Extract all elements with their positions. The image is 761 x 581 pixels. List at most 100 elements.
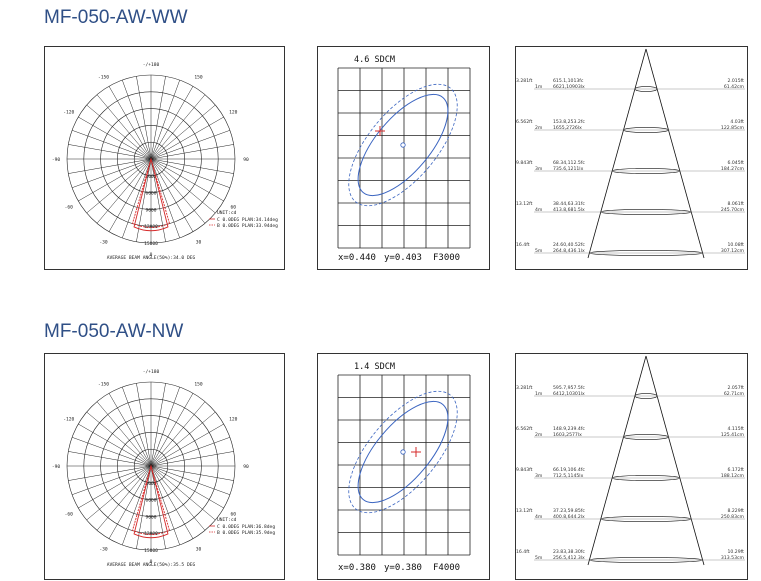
cone-edge xyxy=(645,355,705,566)
sdcm-label: 1.4 SDCM xyxy=(354,362,395,372)
intensity-curve xyxy=(131,464,171,535)
beam-diameter-cm: 125.41cm xyxy=(721,432,745,438)
intensity-curve xyxy=(131,157,171,228)
polar-spoke xyxy=(150,465,231,495)
polar-footer: AVERAGE BEAM ANGLE(50%):35.5 DEG xyxy=(107,562,196,568)
polar-radial-label: 9000 xyxy=(145,514,156,520)
polar-spoke xyxy=(136,465,152,549)
cone-edge xyxy=(645,48,705,259)
macadam-ellipse xyxy=(357,93,449,197)
polar-radial-label: 9000 xyxy=(145,207,156,213)
polar-spoke xyxy=(150,158,180,239)
polar-spoke xyxy=(96,401,152,467)
illuminance-fc: 38.44,63.31fc xyxy=(553,201,585,207)
measured-point-marker xyxy=(375,126,385,136)
beam-cone-panel: 3.281ft 1m 615.1,1013fc 6621,10903lx 2.015ft… xyxy=(515,46,748,270)
ellipse-center xyxy=(400,449,406,455)
beam-diameter-ft: 10.08ft xyxy=(728,242,745,248)
distance-ft: 3.281ft xyxy=(516,78,533,84)
polar-spoke xyxy=(78,465,152,509)
polar-spoke xyxy=(150,423,224,467)
polar-radial-label: 6000 xyxy=(145,498,156,504)
macadam-ellipse-outer xyxy=(348,83,458,207)
polar-spoke xyxy=(71,130,152,160)
cct-label: F3000 xyxy=(433,253,460,263)
polar-angle-label: 30 xyxy=(196,239,202,245)
distance-ft: 9.843ft xyxy=(516,467,533,473)
illuminance-fc: 68.34,112.5fc xyxy=(553,160,585,166)
polar-angle-label: -60 xyxy=(65,512,74,518)
illuminance-fc: 24.60,40.52fc xyxy=(553,242,585,248)
beam-diameter-ft: 4.03ft xyxy=(730,119,744,125)
product-title: MF-050-AW-WW xyxy=(44,7,188,28)
distance-m: 5m xyxy=(535,248,543,254)
polar-spoke xyxy=(150,451,234,467)
polar-legend-item: C 0.0DEG PLAN:36.8deg xyxy=(217,524,275,530)
polar-spoke xyxy=(122,465,152,546)
beam-diameter-ft: 8.061ft xyxy=(728,201,745,207)
illuminance-fc: 595.7,957.5fc xyxy=(553,385,585,391)
polar-radial-label: 12000 xyxy=(144,531,158,537)
polar-spoke xyxy=(150,411,216,467)
polar-spoke xyxy=(108,393,152,467)
polar-angle-label: 90 xyxy=(243,157,249,163)
beam-diameter-cm: 307.12cm xyxy=(721,248,745,254)
polar-angle-label: 150 xyxy=(194,75,203,81)
cie-x-value: x=0.440 xyxy=(338,253,376,263)
sdcm-label: 4.6 SDCM xyxy=(354,55,395,65)
polar-radial-label: 15000 xyxy=(144,241,158,247)
polar-spoke xyxy=(150,465,180,546)
beam-diameter-ft: 6.045ft xyxy=(728,160,745,166)
polar-spoke xyxy=(86,465,152,521)
illuminance-fc: 37.23,59.85fc xyxy=(553,508,585,514)
beam-diameter-ft: 2.057ft xyxy=(728,385,745,391)
polar-spoke xyxy=(108,86,152,160)
polar-radial-label: 3000 xyxy=(145,481,156,487)
beam-diameter-ft: 6.172ft xyxy=(728,467,745,473)
polar-diagram: -/+180 150 120 90 60 30 0 -30 -60 -90 -120 -150 3000… xyxy=(52,62,278,261)
polar-angle-label: -120 xyxy=(63,417,74,423)
cie-diagram: 4.6 SDCM x=0.440 y=0.403 F3000 xyxy=(337,55,471,263)
illuminance-fc: 66.19,106.4fc xyxy=(553,467,585,473)
illuminance-fc: 23.83,38.30fc xyxy=(553,549,585,555)
polar-spoke xyxy=(78,423,152,467)
polar-angle-label: -90 xyxy=(52,464,61,470)
distance-m: 5m xyxy=(535,555,543,561)
macadam-ellipse-outer xyxy=(348,390,458,514)
product-title: MF-050-AW-NW xyxy=(44,321,184,342)
polar-spoke xyxy=(150,144,234,160)
polar-spoke xyxy=(71,465,152,495)
polar-spoke xyxy=(150,465,194,539)
polar-spoke xyxy=(86,411,152,467)
polar-spoke xyxy=(96,465,152,531)
polar-radial-label: 6000 xyxy=(145,191,156,197)
polar-angle-label: -/+180 xyxy=(143,62,160,68)
cone-edge xyxy=(587,48,647,259)
polar-spoke xyxy=(150,158,216,214)
polar-spoke xyxy=(122,158,152,239)
polar-angle-label: -150 xyxy=(98,75,109,81)
illuminance-lx: 6621,10903lx xyxy=(553,84,585,90)
polar-diagram: -/+180 150 120 90 60 30 0 -30 -60 -90 -120 -150 3000… xyxy=(52,369,275,568)
polar-spoke xyxy=(150,465,206,531)
polar-spoke xyxy=(68,144,152,160)
polar-angle-label: -30 xyxy=(99,239,108,245)
polar-spoke xyxy=(150,104,216,160)
cie-diagram-panel: 4.6 SDCM x=0.440 y=0.403 F3000 xyxy=(317,46,490,270)
polar-spoke xyxy=(150,130,231,160)
beam-diameter-ft: 10.29ft xyxy=(728,549,745,555)
ellipse-center xyxy=(400,142,406,148)
polar-angle-label: 120 xyxy=(229,417,238,423)
distance-m: 1m xyxy=(535,391,543,397)
polar-spoke xyxy=(150,465,224,509)
beam-cone-panel: 3.281ft 1m 595.7,957.5fc 6412,10301lx 2.057f… xyxy=(515,353,748,580)
distance-m: 4m xyxy=(535,207,543,213)
beam-diameter-ft: 8.229ft xyxy=(728,508,745,514)
beam-diameter-cm: 122.85cm xyxy=(721,125,745,131)
polar-legend-item: B 0.0DEG PLAN:33.94deg xyxy=(217,223,278,229)
illuminance-lx: 264.8,436.1lx xyxy=(553,248,585,254)
polar-spoke xyxy=(122,386,152,467)
polar-spoke xyxy=(150,393,194,467)
illuminance-lx: 400.8,644.2lx xyxy=(553,514,585,520)
